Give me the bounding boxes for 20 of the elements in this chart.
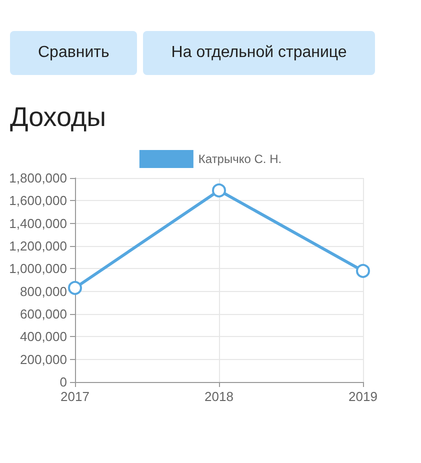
y-tick-label: 0 — [60, 374, 67, 390]
text: Сравнить — [10, 31, 138, 75]
y-tick-label: 1,400,000 — [9, 216, 67, 231]
x-tick-label: 2019 — [348, 389, 378, 404]
text: На отдельной странице — [143, 31, 375, 75]
y-tick-label: 800,000 — [20, 284, 67, 299]
y-tick-label: 1,800,000 — [9, 170, 67, 186]
point — [212, 183, 226, 198]
point — [356, 264, 370, 278]
x-tick-label: 2017 — [60, 389, 90, 404]
y-tick-label: 1,600,000 — [9, 193, 67, 208]
y-tick-label: 400,000 — [20, 329, 67, 344]
legend-label: Катрычко С. Н. — [198, 152, 282, 166]
y-tick-label: 600,000 — [20, 306, 67, 322]
point — [68, 280, 82, 295]
y-tick-label: 1,200,000 — [9, 238, 67, 254]
x-tick-label: 2018 — [204, 389, 234, 404]
chart-title: Доходы — [10, 102, 108, 133]
y-tick-label: 200,000 — [20, 352, 67, 367]
y-tick-label: 1,000,000 — [9, 261, 67, 276]
